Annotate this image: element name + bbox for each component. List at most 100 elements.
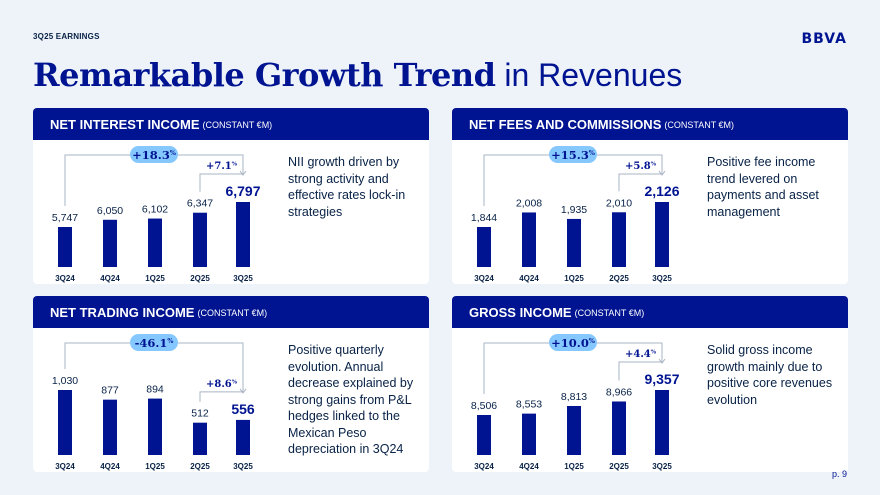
section-label: 3Q25 EARNINGS [33,32,100,41]
bar [58,390,72,455]
yoy-arrowhead [658,170,666,176]
data-label: 1,844 [471,212,497,224]
data-label: 8,813 [561,391,587,403]
card-title: NET TRADING INCOME [50,304,195,320]
card-unit: (CONSTANT €M) [574,308,645,318]
page-title: Remarkable Growth Trend in Revenues [33,56,682,94]
data-label: 5,747 [52,212,78,224]
qoq-change-label: +8.6% [206,379,238,390]
data-label: 512 [191,408,209,420]
card-header: NET FEES AND COMMISSIONS (CONSTANT €M) [452,108,848,140]
x-tick-label: 2Q25 [609,462,629,471]
x-tick-label: 1Q25 [145,462,165,471]
page-title-light: in Revenues [495,57,683,93]
data-label: 1,935 [561,204,587,216]
bar [236,419,250,455]
yoy-change-label: +15.3% [551,148,595,162]
bar [193,422,207,455]
x-tick-label: 1Q25 [564,462,584,471]
bar [522,413,536,455]
data-label: 8,506 [471,400,497,412]
data-label: 6,102 [142,204,168,216]
yoy-badge [549,146,597,163]
card-title: NET FEES AND COMMISSIONS [469,116,662,132]
bar [148,218,162,267]
card-unit: (CONSTANT €M) [202,120,273,130]
card-unit: (CONSTANT €M) [197,308,268,318]
chart-marks: 8,506 3Q24 8,553 4Q24 8,813 1Q25 8,966 2Q25 9,35… [471,371,680,471]
yoy-change-label: +10.0% [551,336,595,350]
qoq-change-label: +5.8% [625,161,657,172]
bar [236,202,250,267]
net-trading-income-chart: 1,030 3Q24 877 4Q24 894 1Q25 512 2Q25 556 3Q25 -46… [52,334,255,471]
bar [612,212,626,267]
bar [612,401,626,455]
qoq-bracket [618,361,662,381]
bar [148,398,162,455]
bar [567,218,581,267]
qoq-bracket-line [618,361,662,381]
x-tick-label: 4Q24 [519,462,539,471]
chart-marks: 1,030 3Q24 877 4Q24 894 1Q25 512 2Q25 556 3Q25 [52,375,255,471]
qoq-bracket [618,173,662,192]
chart-marks: 5,747 3Q24 6,050 4Q24 6,102 1Q25 6,347 2Q25 6,79… [52,183,261,283]
card-title: NET INTEREST INCOME [50,116,200,132]
x-tick-label: 1Q25 [145,274,165,283]
card-description: Positive fee income trend levered on pay… [707,155,819,219]
card-title: GROSS INCOME [469,304,572,320]
data-label: 2,126 [644,183,679,199]
bar [567,405,581,455]
card-header: NET INTEREST INCOME (CONSTANT €M) [33,108,429,140]
x-tick-label: 3Q24 [55,462,75,471]
bar [522,212,536,267]
x-tick-label: 3Q25 [652,274,672,283]
bar [58,227,72,267]
data-label: 894 [146,384,164,396]
data-label: 2,010 [606,197,632,209]
x-tick-label: 2Q25 [190,274,210,283]
yoy-arrowhead [658,358,666,364]
bbva-logo: BBVA [801,31,847,47]
bar [655,390,669,455]
bar [193,212,207,267]
qoq-bracket [199,173,243,192]
chart-marks: 1,844 3Q24 2,008 4Q24 1,935 1Q25 2,010 2Q25 2,12… [471,183,680,283]
x-tick-label: 3Q25 [652,462,672,471]
x-tick-label: 2Q25 [190,462,210,471]
qoq-bracket-line [199,391,243,402]
card-description: Solid gross income growth mainly due to … [707,343,833,407]
net-fees-commissions-card: NET FEES AND COMMISSIONS (CONSTANT €M) 1… [452,108,848,284]
card-description: NII growth driven by strong activity and… [288,155,406,219]
bar [477,227,491,267]
data-label: 877 [101,385,119,397]
bar [103,219,117,267]
page-title-bold: Remarkable Growth Trend [33,56,496,94]
bar [477,415,491,455]
data-label: 6,050 [97,205,123,217]
card-description: Positive quarterly evolution. Annual dec… [288,343,414,456]
qoq-change-label: +4.4% [625,349,657,360]
x-tick-label: 2Q25 [609,274,629,283]
yoy-change-label: +18.3% [132,148,176,162]
yoy-arrowhead [239,388,247,394]
data-label: 6,797 [225,183,260,199]
gross-income-chart: 8,506 3Q24 8,553 4Q24 8,813 1Q25 8,966 2Q25 9,35… [471,334,680,471]
x-tick-label: 1Q25 [564,274,584,283]
qoq-change-label: +7.1% [206,161,238,172]
net-fees-commissions-chart: 1,844 3Q24 2,008 4Q24 1,935 1Q25 2,010 2Q25 2,12… [471,146,680,283]
page-number: p. 9 [831,469,847,479]
bar [655,202,669,267]
x-tick-label: 4Q24 [519,274,539,283]
yoy-badge [549,334,597,351]
data-label: 8,553 [516,399,542,411]
qoq-bracket-line [618,173,662,192]
net-trading-income-card: NET TRADING INCOME (CONSTANT €M) 1,030 3Q… [33,296,429,472]
qoq-bracket-line [199,173,243,192]
yoy-arrowhead [239,170,247,176]
data-label: 6,347 [187,198,213,210]
x-tick-label: 4Q24 [100,462,120,471]
x-tick-label: 3Q25 [233,274,253,283]
data-label: 8,966 [606,386,632,398]
data-label: 556 [231,401,255,417]
data-label: 1,030 [52,375,78,387]
